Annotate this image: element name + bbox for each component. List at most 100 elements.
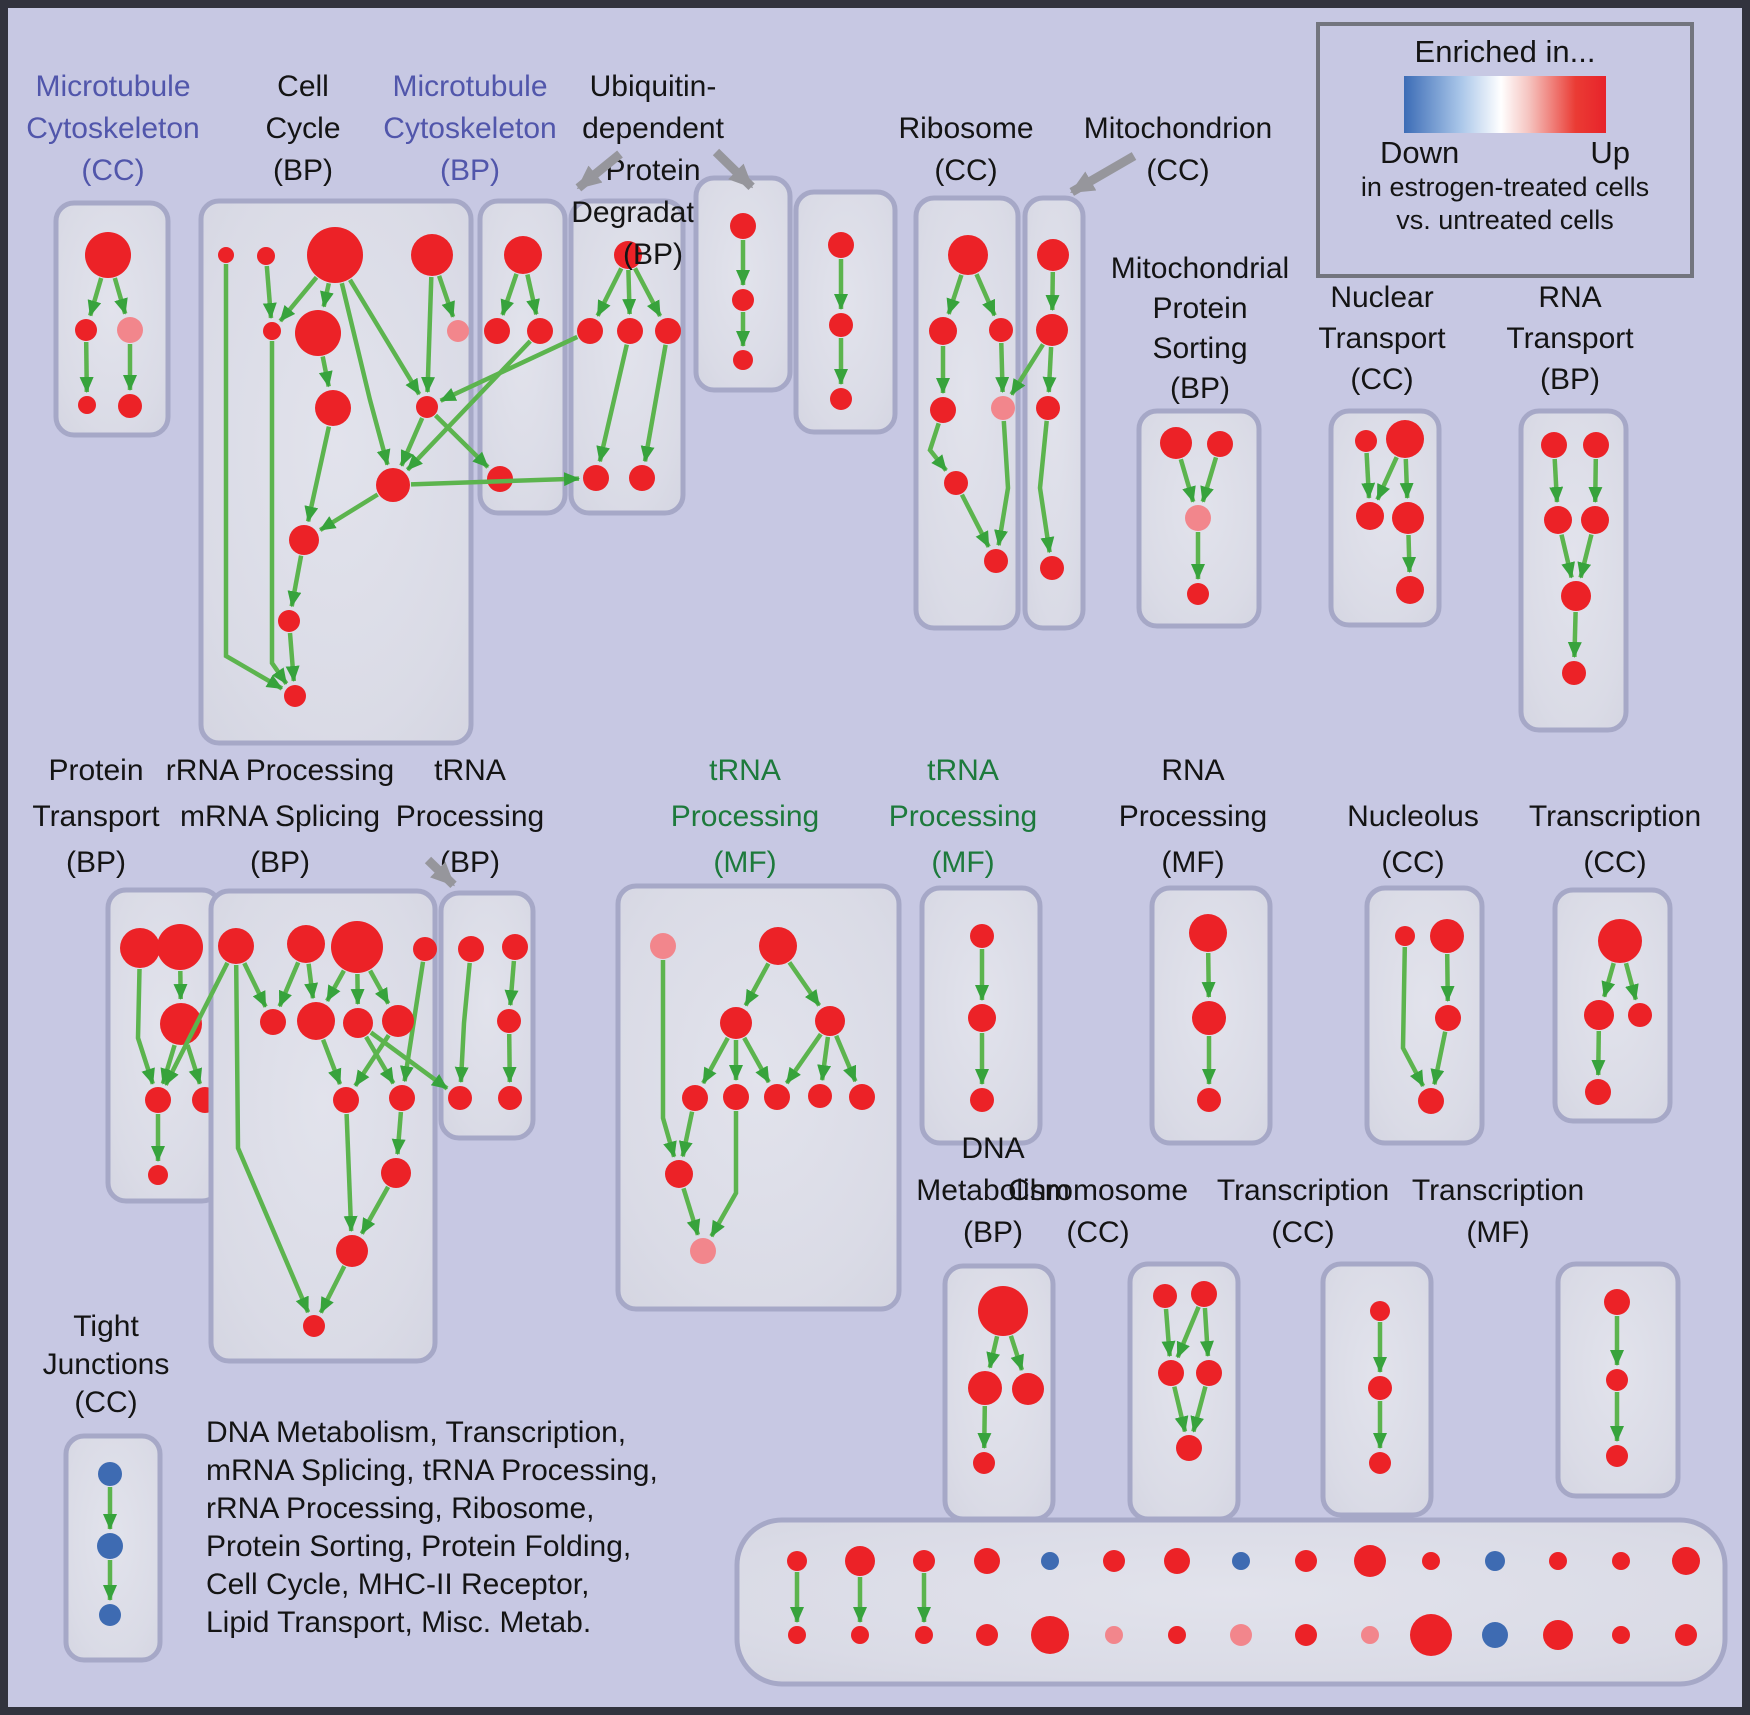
edge-arrow — [1008, 1335, 1025, 1371]
cluster-label-nuclear-transport: (CC) — [1350, 363, 1413, 396]
edge-arrow — [633, 267, 663, 318]
node-misc-strip-14 — [1672, 1547, 1700, 1575]
cluster-ub-chain-1 — [693, 175, 793, 393]
legend-down-label: Down — [1380, 135, 1460, 170]
node-nuclear-transport-0 — [1355, 430, 1377, 452]
cluster-label-dna-metabolism: (BP) — [963, 1216, 1023, 1249]
cluster-tight-junctions: Tight Junctions (CC) — [43, 1310, 169, 1663]
cluster-label-rna-processing-mf: RNA — [1161, 754, 1224, 787]
edge-arrow — [439, 334, 579, 403]
edge-arrow — [678, 1111, 695, 1158]
cluster-label-rna-transport: Transport — [1506, 322, 1634, 355]
cluster-label-rna-transport: RNA — [1538, 281, 1601, 314]
cluster-box-transcription-cc-1 — [1552, 887, 1673, 1124]
cluster-label-cell-cycle: Cell — [277, 70, 329, 103]
edge-arrow — [1190, 1385, 1208, 1433]
node-trna-mf-2-1 — [968, 1004, 996, 1032]
cluster-label-rna-processing-mf: (MF) — [1161, 846, 1224, 879]
cluster-label-cell-cycle: Cycle — [265, 112, 340, 145]
edge-arrow — [325, 969, 346, 1002]
edge-arrow — [784, 1032, 823, 1085]
edge-arrow — [1399, 458, 1414, 499]
node-chromosome-cc-3 — [1196, 1360, 1222, 1386]
edge-arrow — [1588, 458, 1603, 503]
edge-arrow — [339, 282, 391, 466]
node-trna-mf-1-9 — [665, 1160, 693, 1188]
node-trna-mf-1-6 — [764, 1084, 790, 1110]
node-trna-mf-2-0 — [970, 924, 994, 948]
node-trna-mf-1-3 — [815, 1006, 845, 1036]
node-misc-strip-23 — [1295, 1624, 1317, 1646]
edge-arrow — [285, 632, 300, 682]
edge-arrow — [595, 267, 624, 317]
node-cell-cycle-5 — [295, 310, 341, 356]
node-nuclear-transport-4 — [1396, 576, 1424, 604]
cluster-mito-protein-sorting: Mitochondrial Protein Sorting (BP) — [1111, 252, 1289, 629]
node-rna-transport-2 — [1544, 506, 1572, 534]
node-trna-bp-4 — [498, 1086, 522, 1110]
node-trna-mf-1-10 — [690, 1238, 716, 1264]
edge-arrow — [399, 417, 425, 467]
node-misc-strip-6 — [1164, 1548, 1190, 1574]
node-misc-strip-19 — [1031, 1616, 1069, 1654]
edge-arrow — [1375, 456, 1399, 501]
edge-arrow — [1623, 962, 1639, 1001]
cluster-label-nuclear-transport: Nuclear — [1330, 281, 1433, 314]
edge-arrow — [185, 1044, 203, 1085]
edge-arrow — [681, 1187, 701, 1236]
node-misc-strip-1 — [845, 1546, 875, 1576]
node-rna-transport-0 — [1541, 432, 1567, 458]
cluster-rrna-mrna: rRNA Processing mRNA Splicing (BP) — [166, 754, 438, 1364]
node-rrna-mrna-5 — [297, 1002, 335, 1040]
edge-arrow — [787, 961, 822, 1007]
node-ribosome-cc-0 — [948, 235, 988, 275]
edge-arrow — [1161, 1308, 1176, 1358]
node-misc-strip-7 — [1232, 1552, 1250, 1570]
node-trna-mf-1-2 — [720, 1007, 752, 1039]
node-ribosome-cc-5 — [944, 471, 968, 495]
edge-arrow — [320, 1038, 343, 1086]
edge-arrow — [596, 344, 629, 463]
node-rrna-mrna-8 — [333, 1087, 359, 1113]
node-mt-cytoskeleton-cc-3 — [78, 396, 96, 414]
cluster-label-transcription-mf: (MF) — [1466, 1216, 1529, 1249]
edge-arrow — [504, 960, 519, 1007]
edge-arrow — [986, 1335, 1001, 1369]
node-cell-cycle-6 — [447, 320, 469, 342]
node-mito-protein-sorting-1 — [1207, 431, 1233, 457]
legend-caption-2: vs. untreated cells — [1396, 205, 1614, 235]
node-misc-strip-27 — [1543, 1620, 1573, 1650]
edge-arrow — [287, 555, 304, 608]
node-misc-strip-0 — [787, 1551, 807, 1571]
node-mt-cytoskeleton-cc-4 — [118, 394, 142, 418]
edge-arrow — [87, 277, 104, 317]
edge-arrow — [410, 472, 580, 487]
cluster-label-trna-mf-1: tRNA — [709, 754, 781, 787]
cluster-label-protein-transport: (BP) — [66, 846, 126, 879]
node-misc-strip-22 — [1230, 1624, 1252, 1646]
edge-arrow — [112, 277, 128, 315]
node-mito-protein-sorting-3 — [1187, 583, 1209, 605]
node-nucleolus-cc-0 — [1395, 926, 1415, 946]
node-ribosome-cc-3 — [930, 397, 956, 423]
cluster-label-ubiquitin-bp: dependent — [582, 112, 724, 145]
node-mt-cytoskeleton-bp-2 — [527, 318, 553, 344]
misc-category-text: Cell Cycle, MHC-II Receptor, — [206, 1568, 589, 1601]
node-mito-protein-sorting-2 — [1185, 505, 1211, 531]
cluster-label-trna-bp: tRNA — [434, 754, 506, 787]
node-mt-cytoskeleton-cc-0 — [85, 232, 131, 278]
node-mt-cytoskeleton-bp-0 — [504, 236, 542, 274]
node-mito-cc-2 — [1036, 396, 1060, 420]
edge-arrow — [368, 969, 391, 1005]
node-misc-strip-28 — [1612, 1626, 1630, 1644]
node-mt-cytoskeleton-cc-2 — [117, 317, 143, 343]
node-mt-cytoskeleton-bp-1 — [484, 318, 510, 344]
edge-arrow — [348, 278, 422, 396]
node-rrna-mrna-0 — [218, 928, 254, 964]
cluster-label-trna-mf-2: tRNA — [927, 754, 999, 787]
node-rrna-mrna-3 — [413, 937, 437, 961]
cluster-label-mito-cc: (CC) — [1146, 154, 1209, 187]
node-dna-metabolism-3 — [973, 1452, 995, 1474]
node-transcription-mf-2 — [1606, 1445, 1628, 1467]
cluster-cell-cycle: Cell Cycle (BP) — [198, 70, 474, 746]
